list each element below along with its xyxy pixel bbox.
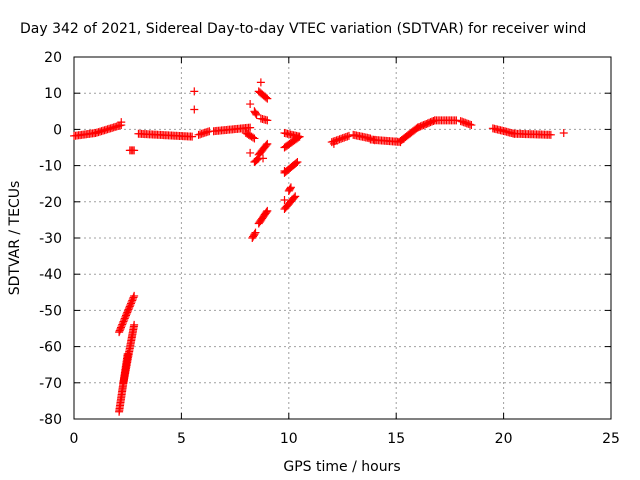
y-tick-label: -70 [39,376,62,392]
data-point [452,116,461,125]
y-tick-label: 0 [53,122,62,138]
data-point [251,228,260,237]
chart-title: Day 342 of 2021, Sidereal Day-to-day VTE… [20,21,586,37]
y-tick-label: -10 [39,159,62,175]
data-point [286,183,295,192]
data-point [188,132,197,141]
data-point [293,157,302,166]
y-tick-label: -40 [39,267,62,283]
y-tick-label: -50 [39,303,62,319]
data-point [286,184,295,193]
data-point [280,195,289,204]
data-point [250,134,259,143]
data-point [190,105,199,114]
data-point [251,109,260,118]
data-point [253,155,262,164]
data-point [246,148,255,157]
data-point [246,123,255,132]
data-point [280,167,289,176]
data-point [249,133,257,142]
y-axis-label: SDTVAR / TECUs [7,181,23,296]
y-tick-label: 20 [44,50,62,66]
data-point [246,100,255,109]
data-point [292,158,301,167]
data-point [344,131,353,140]
data-point [263,116,272,125]
data-point [262,141,271,150]
y-tick-label: 10 [44,86,62,102]
data-point [117,118,126,127]
data-point [263,94,272,103]
data-point [546,130,555,139]
data-point [290,193,299,202]
data-points [70,78,568,416]
axis-ticks: 0 5 10 15 20 25 -80 -70 -60 -50 -40 -30 -20 -10 0 10 20 [39,50,620,447]
x-tick-label: 20 [495,431,513,447]
grid [74,57,611,419]
data-point [130,146,139,155]
x-axis-label: GPS time / hours [283,459,400,475]
data-point [370,136,379,145]
data-point [250,229,259,238]
x-tick-label: 10 [280,431,298,447]
data-point [291,192,300,201]
data-point [329,139,338,148]
y-tick-label: -60 [39,340,62,356]
data-point [262,208,271,217]
y-tick-label: -20 [39,195,62,211]
data-point [263,206,272,215]
y-tick-label: -30 [39,231,62,247]
data-point [263,139,272,148]
x-tick-label: 25 [602,431,620,447]
data-point [295,132,304,141]
data-point [262,93,271,102]
x-tick-label: 5 [177,431,186,447]
data-point [129,293,138,302]
x-tick-label: 15 [387,431,405,447]
data-point [252,110,261,119]
x-tick-label: 0 [70,431,79,447]
data-point [559,129,568,138]
data-point [259,154,268,163]
y-tick-label: -80 [39,412,62,428]
data-point [256,78,265,87]
data-point [467,121,476,130]
data-point [190,87,199,96]
data-point [130,291,139,300]
data-point [130,320,139,329]
